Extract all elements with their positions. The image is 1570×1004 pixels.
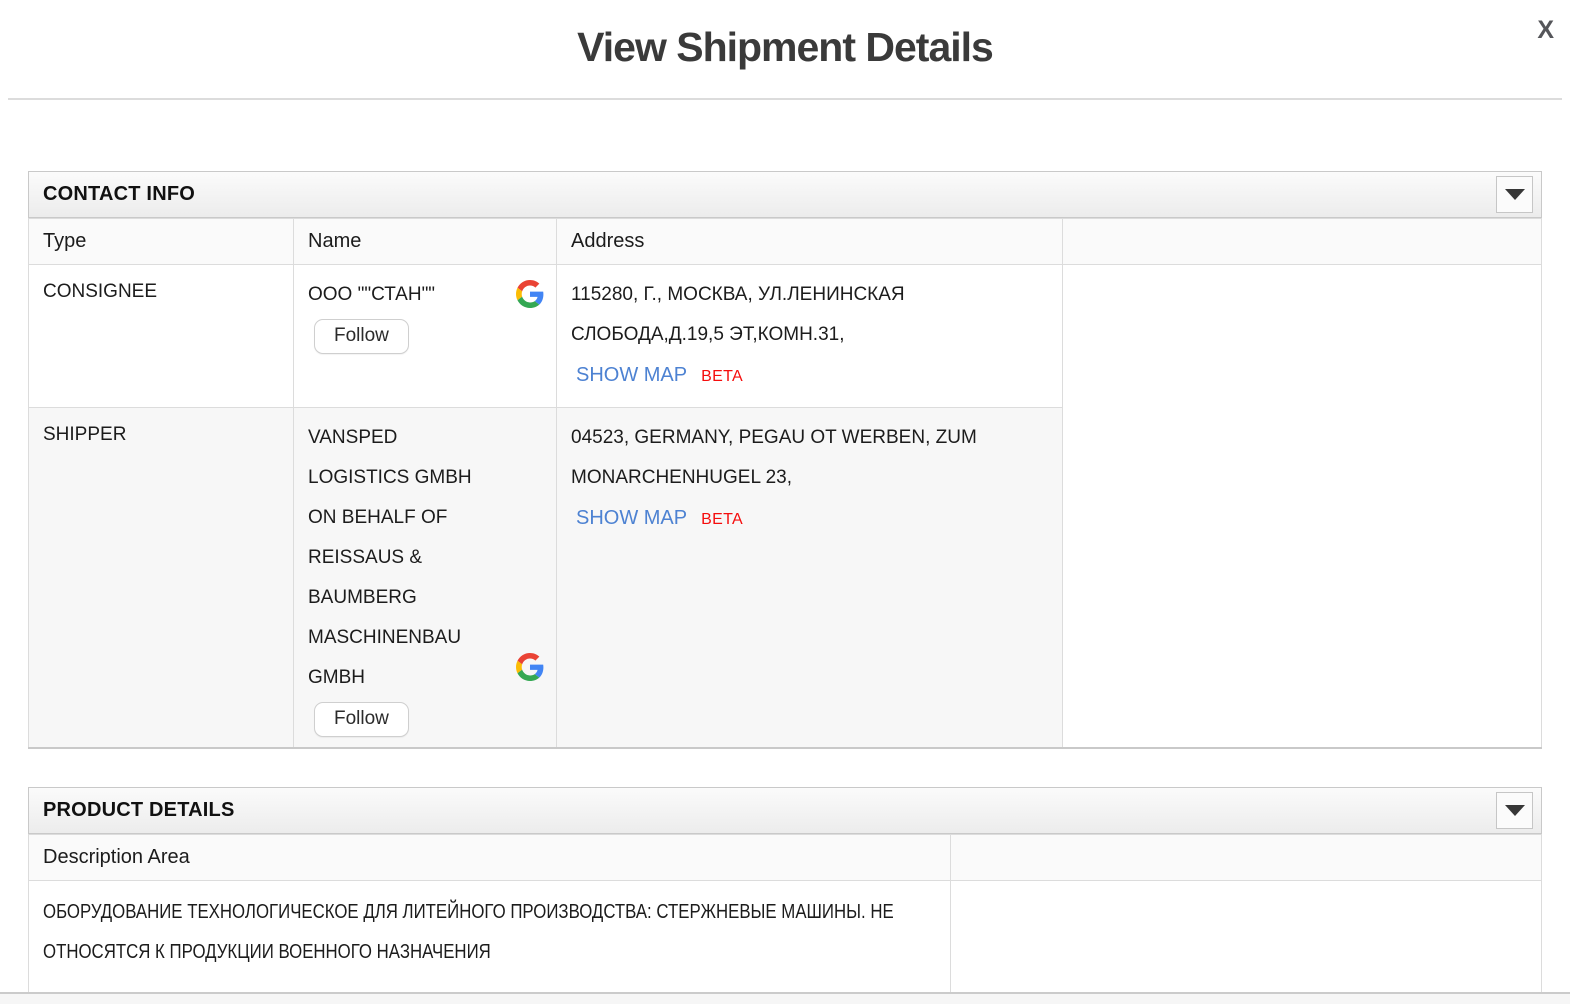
shipper-address-cell: 04523, GERMANY, PEGAU OT WERBEN, ZUM MON…	[556, 407, 1063, 749]
consignee-name-cell: OOO ""СТАН"" Follow	[293, 264, 557, 408]
product-details-header-row: Description Area	[28, 834, 1542, 881]
page-title: View Shipment Details	[577, 24, 994, 70]
column-header-name: Name	[293, 218, 557, 265]
beta-badge: BETA	[701, 511, 743, 528]
google-icon[interactable]	[516, 280, 544, 308]
chevron-down-icon	[1504, 189, 1525, 200]
contact-info-table: Type Name Address CONSIGNEE OOO ""СТАН""	[28, 218, 1542, 749]
follow-button[interactable]: Follow	[314, 702, 409, 737]
show-map-link[interactable]: SHOW MAP	[576, 364, 688, 386]
shipper-type-cell: SHIPPER	[28, 407, 294, 749]
close-button[interactable]: X	[1537, 16, 1554, 44]
table-row-shipper: SHIPPER VANSPED LOGISTICS GMBH ON BEHALF…	[28, 407, 1542, 749]
header-divider	[8, 98, 1562, 100]
empty-cell	[1062, 264, 1542, 749]
product-details-section: PRODUCT DETAILS Description Area ОБОРУДО…	[28, 787, 1542, 1004]
column-header-empty	[1062, 218, 1542, 265]
contact-info-section-header: CONTACT INFO	[28, 171, 1542, 218]
modal-header: View Shipment Details X	[0, 0, 1570, 100]
contact-info-title: CONTACT INFO	[43, 183, 196, 205]
contact-info-collapse-button[interactable]	[1496, 176, 1533, 213]
empty-cell	[950, 880, 1542, 1004]
column-header-type: Type	[28, 218, 294, 265]
next-section-edge	[0, 992, 1570, 1004]
chevron-down-icon	[1504, 805, 1525, 816]
shipper-name: VANSPED LOGISTICS GMBH ON BEHALF OF REIS…	[308, 427, 472, 688]
contact-info-section: CONTACT INFO Type Name Address CONSIGNEE	[28, 171, 1542, 749]
beta-badge: BETA	[701, 368, 743, 385]
consignee-type-cell: CONSIGNEE	[28, 264, 294, 408]
shipper-address: 04523, GERMANY, PEGAU OT WERBEN, ZUM MON…	[571, 427, 977, 488]
follow-button[interactable]: Follow	[314, 319, 409, 354]
show-map-link[interactable]: SHOW MAP	[576, 507, 688, 529]
consignee-name: OOO ""СТАН""	[308, 284, 436, 305]
column-header-description-area: Description Area	[28, 834, 951, 881]
contact-info-header-row: Type Name Address	[28, 218, 1542, 265]
consignee-address-cell: 115280, Г., МОСКВА, УЛ.ЛЕНИНСКАЯ СЛОБОДА…	[556, 264, 1063, 408]
product-details-table: Description Area ОБОРУДОВАНИЕ ТЕХНОЛОГИЧ…	[28, 834, 1542, 1004]
description-cell: ОБОРУДОВАНИЕ ТЕХНОЛОГИЧЕСКОЕ ДЛЯ ЛИТЕЙНО…	[28, 880, 951, 1004]
column-header-address: Address	[556, 218, 1063, 265]
product-details-section-header: PRODUCT DETAILS	[28, 787, 1542, 834]
product-details-collapse-button[interactable]	[1496, 792, 1533, 829]
description-text: ОБОРУДОВАНИЕ ТЕХНОЛОГИЧЕСКОЕ ДЛЯ ЛИТЕЙНО…	[43, 900, 894, 963]
table-row-description: ОБОРУДОВАНИЕ ТЕХНОЛОГИЧЕСКОЕ ДЛЯ ЛИТЕЙНО…	[28, 880, 1542, 1004]
google-icon[interactable]	[516, 653, 544, 681]
shipper-name-cell: VANSPED LOGISTICS GMBH ON BEHALF OF REIS…	[293, 407, 557, 749]
table-row-consignee: CONSIGNEE OOO ""СТАН"" Follow	[28, 264, 1542, 749]
column-header-empty	[950, 834, 1542, 881]
product-details-title: PRODUCT DETAILS	[43, 799, 235, 821]
consignee-address: 115280, Г., МОСКВА, УЛ.ЛЕНИНСКАЯ СЛОБОДА…	[571, 284, 905, 345]
